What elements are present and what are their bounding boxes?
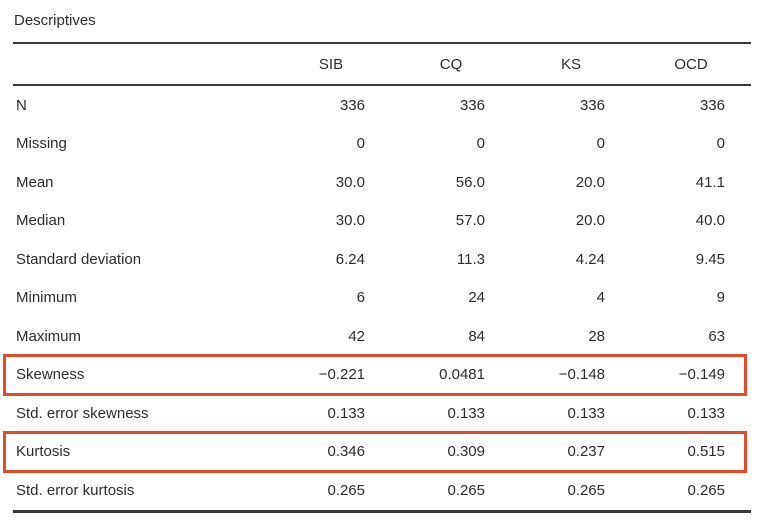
descriptives-table-wrap: SIB CQ KS OCD N 336 336 336 336 Missing 0 0 0 0 Mean 3… <box>3 42 751 513</box>
table-cell: 0.265 <box>447 481 485 499</box>
table-body: N 336 336 336 336 Missing 0 0 0 0 Mean 30.0 56.0 20.0… <box>13 85 751 511</box>
header-cell-ocd: OCD <box>674 55 708 73</box>
row-label: Standard deviation <box>16 250 142 268</box>
table-cell: 4 <box>596 289 605 307</box>
row-label: Maximum <box>16 327 82 345</box>
table-cell: 6.24 <box>335 250 365 268</box>
table-cell: 20.0 <box>575 212 605 230</box>
table-cell: 4.24 <box>575 250 605 268</box>
table-cell: 0 <box>716 135 725 153</box>
table-row: Median 30.0 57.0 20.0 40.0 <box>13 202 751 241</box>
header-cell-ks: KS <box>560 55 581 73</box>
table-cell: 28 <box>588 327 605 345</box>
table-cell: −0.221 <box>318 366 365 384</box>
row-label: Std. error skewness <box>16 404 149 422</box>
table-cell: 63 <box>708 327 725 345</box>
row-label: Skewness <box>16 366 85 384</box>
table-row: N 336 336 336 336 <box>13 85 751 125</box>
table-cell: 0.265 <box>327 481 365 499</box>
table-cell: 30.0 <box>335 173 365 191</box>
table-cell: 0.133 <box>327 404 365 422</box>
header-cell-sib: SIB <box>318 55 344 73</box>
table-cell: 336 <box>459 96 485 114</box>
table-row: Missing 0 0 0 0 <box>13 125 751 164</box>
descriptives-table: SIB CQ KS OCD N 336 336 336 336 Missing 0 0 0 0 Mean 3… <box>13 42 751 513</box>
table-row: Std. error skewness 0.133 0.133 0.133 0.133 <box>13 394 751 433</box>
table-cell: 336 <box>699 96 725 114</box>
table-cell: 9 <box>716 289 725 307</box>
header-row: SIB CQ KS OCD <box>13 43 751 85</box>
table-cell: 0.346 <box>327 443 365 461</box>
table-cell: 0.133 <box>687 404 725 422</box>
table-row: Mean 30.0 56.0 20.0 41.1 <box>13 163 751 202</box>
table-cell: 9.45 <box>695 250 725 268</box>
table-title: Descriptives <box>14 12 96 29</box>
table-row: Std. error kurtosis 0.265 0.265 0.265 0.265 <box>13 471 751 511</box>
table-cell: 0.0481 <box>439 366 485 384</box>
table-cell: 56.0 <box>455 173 485 191</box>
table-row: Kurtosis 0.346 0.309 0.237 0.515 <box>13 433 751 472</box>
table-cell: 0.265 <box>567 481 605 499</box>
table-cell: 42 <box>348 327 365 345</box>
table-cell: 0 <box>356 135 365 153</box>
table-cell: 24 <box>468 289 485 307</box>
row-label: N <box>16 96 27 114</box>
table-cell: 6 <box>356 289 365 307</box>
table-row: Skewness −0.221 0.0481 −0.148 −0.149 <box>13 356 751 395</box>
table-cell: 0.237 <box>567 443 605 461</box>
table-cell: 336 <box>579 96 605 114</box>
row-label: Missing <box>16 135 67 153</box>
table-cell: 0.515 <box>687 443 725 461</box>
table-cell: −0.149 <box>678 366 725 384</box>
table-row: Minimum 6 24 4 9 <box>13 279 751 318</box>
table-cell: 0 <box>476 135 485 153</box>
table-row: Maximum 42 84 28 63 <box>13 317 751 356</box>
table-cell: 0.309 <box>447 443 485 461</box>
row-label: Minimum <box>16 289 77 307</box>
table-cell: 40.0 <box>695 212 725 230</box>
table-cell: 0.133 <box>567 404 605 422</box>
header-cell-cq: CQ <box>439 55 463 73</box>
table-cell: −0.148 <box>558 366 605 384</box>
table-cell: 0.133 <box>447 404 485 422</box>
row-label: Std. error kurtosis <box>16 481 135 499</box>
table-cell: 0.265 <box>687 481 725 499</box>
row-label: Median <box>16 212 66 230</box>
table-cell: 84 <box>468 327 485 345</box>
table-cell: 336 <box>339 96 365 114</box>
table-cell: 57.0 <box>455 212 485 230</box>
row-label: Mean <box>16 173 54 191</box>
table-cell: 30.0 <box>335 212 365 230</box>
header-cell-empty <box>13 43 271 85</box>
table-cell: 0 <box>596 135 605 153</box>
table-row: Standard deviation 6.24 11.3 4.24 9.45 <box>13 240 751 279</box>
table-cell: 20.0 <box>575 173 605 191</box>
table-cell: 11.3 <box>456 250 485 268</box>
table-cell: 41.1 <box>695 173 725 191</box>
descriptives-output-panel: Descriptives SIB CQ KS OCD N 336 336 336 336 Mis… <box>3 12 751 513</box>
row-label: Kurtosis <box>16 443 71 461</box>
